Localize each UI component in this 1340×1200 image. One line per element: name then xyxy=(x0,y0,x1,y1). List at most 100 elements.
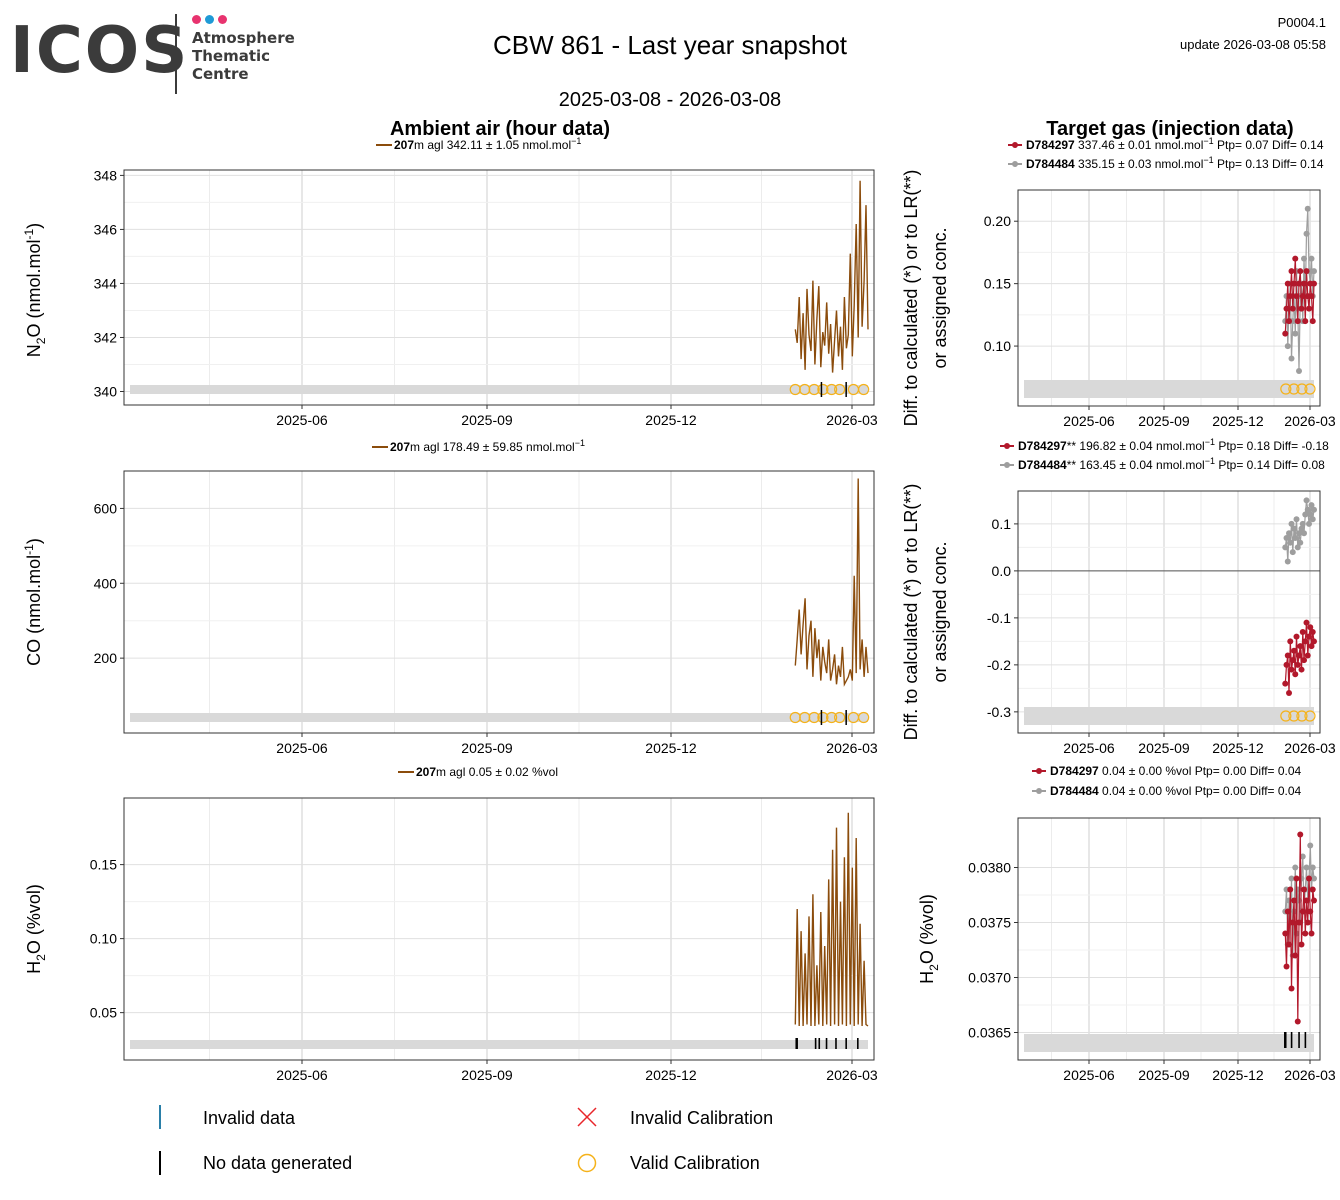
target-legend-superscript: −1 xyxy=(1203,136,1213,146)
update-timestamp: update 2026-03-08 05:58 xyxy=(1179,37,1326,52)
series-label-text: m agl 0.05 ± 0.02 %vol xyxy=(436,765,558,779)
d784297-point xyxy=(1289,657,1296,664)
d784297-point xyxy=(1294,1018,1301,1025)
d784297-point xyxy=(1291,897,1298,904)
y-tick-label: 0.20 xyxy=(984,213,1011,229)
d784297-point xyxy=(1308,293,1315,300)
d784297-point xyxy=(1293,293,1300,300)
x-tick-label: 2026-03 xyxy=(1284,413,1336,429)
d784484-point xyxy=(1286,530,1293,537)
valid-calibration-marker xyxy=(808,711,820,724)
plot-frame xyxy=(1017,189,1321,407)
d784484-point xyxy=(1287,539,1294,546)
x-tick-label: 2025-09 xyxy=(1138,740,1190,756)
y-label-text: H xyxy=(24,961,44,974)
no-data-band xyxy=(1024,707,1314,725)
d784297-point xyxy=(1282,680,1289,687)
d784297-point xyxy=(1286,318,1293,325)
d784297-point xyxy=(1297,268,1304,275)
plot-background xyxy=(124,170,874,405)
x-tick-label: 2025-09 xyxy=(461,1067,513,1083)
x-tick-label: 2025-12 xyxy=(1212,1067,1264,1083)
d784297-point xyxy=(1292,255,1299,262)
x-tick-label: 2025-12 xyxy=(645,412,697,428)
valid-calibration-symbol xyxy=(577,1153,597,1173)
y-tick-label: 0.15 xyxy=(984,276,1011,292)
d784484-point xyxy=(1307,842,1314,849)
target-legend-id: D784484 xyxy=(1050,784,1099,798)
d784297-point xyxy=(1291,647,1298,654)
d784484-point xyxy=(1288,355,1295,362)
d784484-point xyxy=(1284,558,1291,565)
d784297-point xyxy=(1294,318,1301,325)
target-legend-text: 0.04 ± 0.00 %vol Ptp= 0.00 Diff= 0.04 xyxy=(1099,764,1302,778)
x-tick-label: 2026-03 xyxy=(1284,740,1336,756)
no-data-band xyxy=(130,385,868,394)
logo-sub-line: Centre xyxy=(192,65,249,83)
y-label-text: H xyxy=(917,971,937,984)
series-label-superscript: −1 xyxy=(571,136,581,146)
y-tick-label: 0.0370 xyxy=(968,970,1011,986)
d784297-point xyxy=(1304,919,1311,926)
x-tick-label: 2026-03 xyxy=(1284,1067,1336,1083)
d784297-point xyxy=(1302,930,1309,937)
y-axis-label: CO (nmol.mol-1) xyxy=(22,538,44,666)
legend-point xyxy=(1036,768,1042,774)
d784297-point xyxy=(1309,318,1316,325)
d784297-point xyxy=(1287,886,1294,893)
x-tick-label: 2025-06 xyxy=(276,740,328,756)
y-tick-label: 340 xyxy=(94,383,118,399)
y-label-text: ) xyxy=(24,223,44,229)
d784297-point xyxy=(1303,897,1310,904)
x-tick-label: 2025-06 xyxy=(1063,1067,1115,1083)
y-axis-label: H2O (%vol) xyxy=(24,884,48,974)
d784297-point xyxy=(1282,330,1289,337)
d784484-point xyxy=(1297,539,1304,546)
d784484-point xyxy=(1283,534,1290,541)
x-tick-label: 2025-12 xyxy=(645,740,697,756)
d784484-point xyxy=(1289,549,1296,556)
d784484-point xyxy=(1303,497,1310,504)
d784297-point xyxy=(1283,963,1290,970)
d784297-series-line xyxy=(1284,834,1315,1022)
d784484-point xyxy=(1292,330,1299,337)
d784297-point xyxy=(1286,690,1293,697)
d784484-point xyxy=(1288,875,1295,882)
logo-subtitle: Atmosphere Thematic Centre xyxy=(192,29,295,83)
legend-point xyxy=(1012,142,1018,148)
plot-background xyxy=(1018,818,1320,1060)
plot-frame xyxy=(123,797,875,1061)
d784484-point xyxy=(1304,205,1311,212)
y-label-subscript: 2 xyxy=(927,964,941,971)
d784297-series-line xyxy=(1284,258,1315,334)
target-legend-tail: Ptp= 0.14 Diff= 0.08 xyxy=(1215,458,1325,472)
d784297-point xyxy=(1299,628,1306,635)
y-label-subscript: 2 xyxy=(34,337,48,344)
legend-point xyxy=(1004,462,1010,468)
no-data-symbol xyxy=(159,1151,161,1175)
d784484-point xyxy=(1304,506,1311,513)
d784297-point xyxy=(1291,280,1298,287)
d784297-point xyxy=(1282,930,1289,937)
y-label-text: N xyxy=(24,344,44,357)
plot-background xyxy=(124,471,874,733)
x-tick-label: 2025-06 xyxy=(1063,740,1115,756)
d784297-point xyxy=(1306,875,1313,882)
n2o-target-chart: 0.10 0.15 0.20 2025-06 2025-09 2025-12 2026-03… xyxy=(901,136,1336,429)
ambient-series-line xyxy=(794,478,869,687)
logo-dot xyxy=(205,15,214,24)
d784297-point xyxy=(1301,886,1308,893)
d784297-point xyxy=(1294,661,1301,668)
d784484-point xyxy=(1282,544,1289,551)
d784297-point xyxy=(1296,652,1303,659)
y-tick-label: 348 xyxy=(94,167,118,183)
d784484-point xyxy=(1308,255,1315,262)
y-axis-label: or assigned conc. xyxy=(930,227,950,368)
d784297-point xyxy=(1308,643,1315,650)
series-label-height: 207 xyxy=(390,440,410,454)
y-label-superscript: -1 xyxy=(22,228,36,239)
y-tick-label: 200 xyxy=(94,650,118,666)
target-legend-text: ** 196.82 ± 0.04 nmol.mol xyxy=(1067,439,1205,453)
target-legend-superscript: −1 xyxy=(1205,437,1215,447)
